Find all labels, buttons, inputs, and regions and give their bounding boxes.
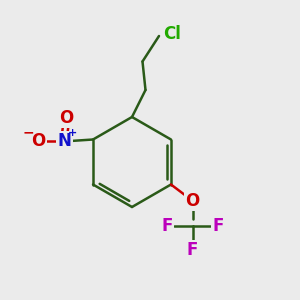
- Text: F: F: [187, 241, 198, 259]
- Text: N: N: [58, 132, 71, 150]
- Text: O: O: [31, 132, 45, 150]
- Text: −: −: [23, 126, 34, 140]
- Text: O: O: [185, 192, 200, 210]
- Text: +: +: [68, 128, 77, 139]
- Text: Cl: Cl: [163, 26, 181, 44]
- Text: O: O: [59, 109, 73, 127]
- Text: F: F: [161, 217, 173, 235]
- Text: F: F: [212, 217, 224, 235]
